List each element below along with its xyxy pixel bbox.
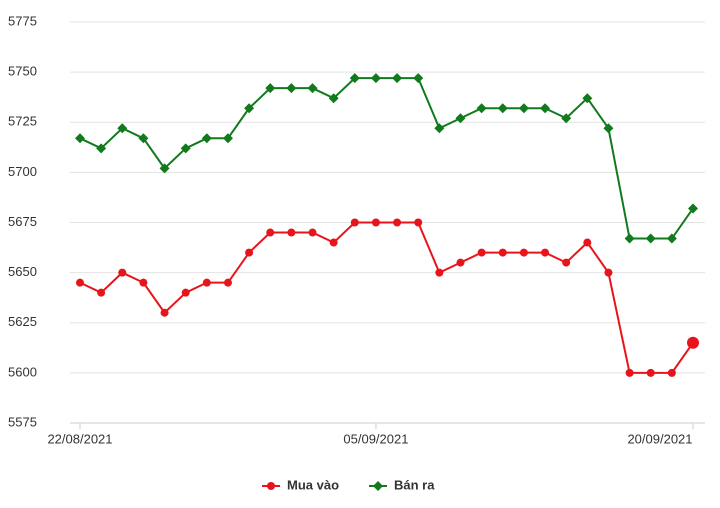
data-point <box>413 73 424 84</box>
data-point <box>75 133 85 144</box>
data-point <box>244 103 255 114</box>
data-point <box>181 288 190 297</box>
data-point <box>138 133 149 144</box>
data-point <box>96 143 107 154</box>
legend-label: Bán ra <box>394 477 435 492</box>
data-point <box>76 278 84 287</box>
legend-label: Mua vào <box>287 477 339 492</box>
legend-swatch <box>267 482 275 490</box>
series-line <box>79 221 694 374</box>
data-point <box>518 103 529 114</box>
data-point <box>414 218 423 227</box>
data-point <box>329 238 338 247</box>
data-point <box>223 278 232 287</box>
data-point <box>139 278 148 287</box>
data-point <box>540 103 551 114</box>
data-point <box>583 238 592 247</box>
data-point <box>201 133 212 144</box>
data-point <box>349 73 360 84</box>
data-point <box>604 268 613 277</box>
data-point <box>561 113 572 124</box>
data-point <box>371 218 380 227</box>
data-point <box>350 218 359 227</box>
data-point <box>646 368 655 377</box>
data-point <box>265 83 276 94</box>
data-point <box>434 123 445 134</box>
x-tick-label: 05/09/2021 <box>343 431 408 446</box>
data-point <box>159 163 170 174</box>
data-point <box>498 248 507 257</box>
y-tick-label: 5750 <box>8 64 37 79</box>
y-tick-label: 5625 <box>8 314 37 329</box>
data-point <box>307 83 318 94</box>
data-point <box>435 268 444 277</box>
data-point <box>245 248 254 257</box>
data-point <box>160 308 169 317</box>
x-tick-label: 22/08/2021 <box>47 431 112 446</box>
data-point <box>666 233 677 244</box>
data-point <box>476 103 487 114</box>
data-point <box>456 258 465 267</box>
data-point <box>328 93 339 104</box>
data-point <box>624 233 635 244</box>
data-point <box>582 93 593 104</box>
series-line <box>79 77 694 240</box>
data-point <box>180 143 191 154</box>
data-point <box>688 203 698 214</box>
data-point <box>286 83 297 94</box>
y-tick-label: 5700 <box>8 164 37 179</box>
data-point <box>667 368 676 377</box>
y-tick-label: 5575 <box>8 414 37 429</box>
data-point <box>625 368 634 377</box>
data-point <box>308 228 317 237</box>
y-tick-label: 5775 <box>8 13 37 28</box>
data-point <box>519 248 528 257</box>
data-point <box>202 278 211 287</box>
data-point <box>392 73 403 84</box>
data-point <box>477 248 486 257</box>
data-point <box>222 133 233 144</box>
data-point <box>603 123 614 134</box>
data-point <box>497 103 508 114</box>
data-point <box>541 248 550 257</box>
data-point <box>645 233 656 244</box>
y-tick-label: 5725 <box>8 114 37 129</box>
y-tick-label: 5675 <box>8 214 37 229</box>
y-tick-label: 5600 <box>8 364 37 379</box>
data-point <box>117 123 128 134</box>
data-point <box>455 113 466 124</box>
data-point <box>370 73 381 84</box>
data-point <box>266 228 275 237</box>
data-point <box>687 336 699 349</box>
data-point <box>562 258 571 267</box>
data-point <box>118 268 127 277</box>
y-tick-label: 5650 <box>8 264 37 279</box>
x-tick-label: 20/09/2021 <box>627 431 692 446</box>
data-point <box>97 288 106 297</box>
data-point <box>287 228 296 237</box>
data-point <box>393 218 402 227</box>
legend-swatch <box>373 481 384 491</box>
